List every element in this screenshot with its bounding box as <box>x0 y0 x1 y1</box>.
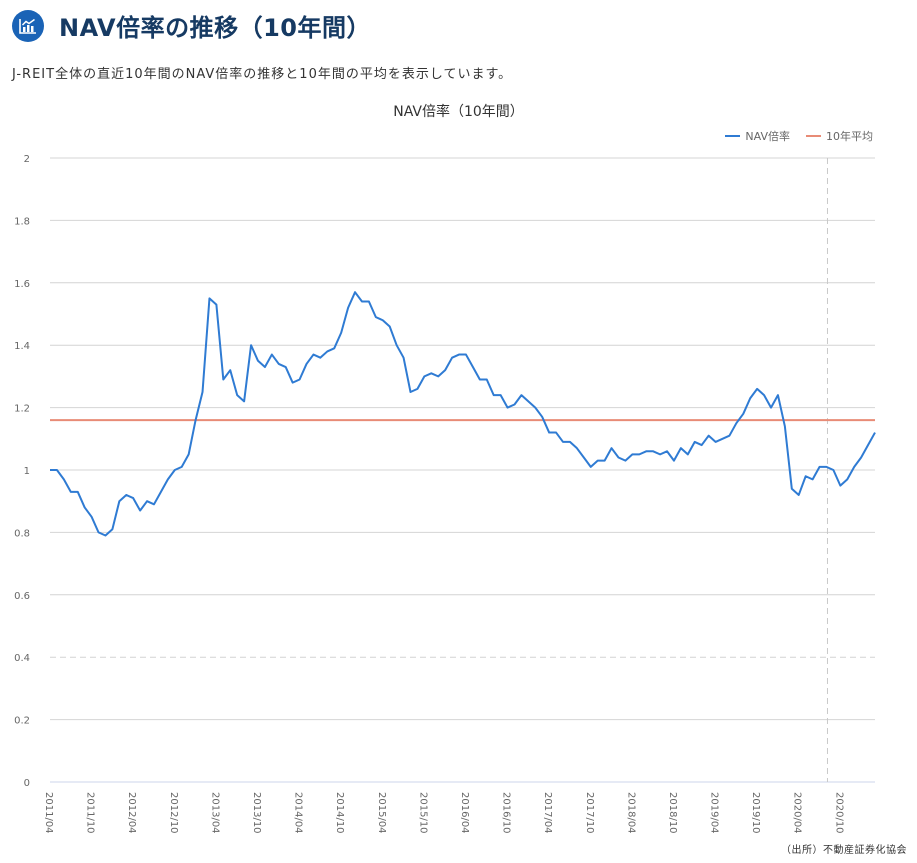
y-tick-label: 0.6 <box>14 591 30 602</box>
x-tick-label: 2017/10 <box>584 792 595 834</box>
x-tick-label: 2012/04 <box>126 792 137 834</box>
y-tick-label: 1 <box>24 466 30 477</box>
x-tick-label: 2012/10 <box>168 792 179 834</box>
chart-gridlines <box>50 157 875 783</box>
nav-line[interactable] <box>50 291 876 537</box>
y-tick-label: 0.4 <box>14 653 30 664</box>
legend-swatch-nav <box>725 135 741 137</box>
y-tick-label: 0 <box>24 778 30 789</box>
x-tick-label: 2020/10 <box>833 792 844 834</box>
x-tick-label: 2011/04 <box>43 792 54 834</box>
page-title: NAV倍率の推移（10年間） <box>59 14 372 42</box>
chart-series <box>50 291 876 537</box>
y-tick-label: 1.6 <box>14 279 30 290</box>
page-description: J-REIT全体の直近10年間のNAV倍率の推移と10年間の平均を表示しています… <box>12 67 513 82</box>
x-tick-label: 2020/04 <box>792 792 803 834</box>
x-tick-label: 2018/04 <box>625 792 636 834</box>
legend-label-nav: NAV倍率 <box>745 130 790 143</box>
y-tick-label: 1.4 <box>14 341 30 352</box>
x-tick-label: 2016/10 <box>501 792 512 834</box>
legend-item-nav[interactable]: NAV倍率 <box>725 128 790 144</box>
x-tick-label: 2016/04 <box>459 792 470 834</box>
x-tick-label: 2015/10 <box>417 792 428 834</box>
page-header: NAV倍率の推移（10年間） <box>12 8 371 43</box>
legend-swatch-avg <box>806 135 821 137</box>
y-axis-ticks: 0 0.2 0.4 0.6 0.8 1 1.2 1.4 1.6 1.8 2 <box>14 154 30 789</box>
y-tick-label: 1.2 <box>14 404 30 415</box>
bar-chart-icon <box>12 9 44 42</box>
y-tick-label: 1.8 <box>14 216 30 227</box>
x-tick-label: 2018/10 <box>667 792 678 834</box>
x-axis-ticks: 2011/04 2011/10 2012/04 2012/10 2013/04 2013/… <box>43 792 844 834</box>
x-tick-label: 2013/10 <box>251 792 262 834</box>
x-tick-label: 2013/04 <box>209 792 220 834</box>
x-tick-label: 2011/10 <box>85 792 96 834</box>
x-tick-label: 2017/04 <box>542 792 553 834</box>
legend-label-avg: 10年平均 <box>826 130 873 143</box>
source-note: （出所）不動産証券化協会 <box>781 845 907 856</box>
x-tick-label: 2019/04 <box>709 792 720 834</box>
x-tick-label: 2014/04 <box>293 792 304 834</box>
y-tick-label: 0.2 <box>14 716 30 727</box>
legend-item-avg[interactable]: 10年平均 <box>806 128 873 144</box>
x-tick-label: 2014/10 <box>334 792 345 834</box>
x-tick-label: 2015/04 <box>376 792 387 834</box>
y-tick-label: 0.8 <box>14 528 30 539</box>
x-tick-label: 2019/10 <box>750 792 761 834</box>
chart-title: NAV倍率（10年間） <box>393 104 524 120</box>
chart-legend: NAV倍率 10年平均 <box>709 128 873 144</box>
y-tick-label: 2 <box>24 154 30 165</box>
